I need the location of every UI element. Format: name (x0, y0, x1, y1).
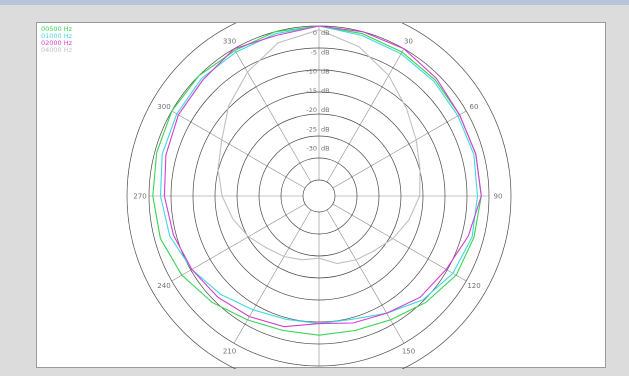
radial-tick-label: -5 (311, 48, 317, 56)
radial-tick-unit: dB (321, 125, 330, 133)
ring-2 (192, 69, 446, 323)
polar-grid (126, 23, 512, 369)
spoke-150 (326, 209, 405, 344)
spoke-120 (332, 203, 467, 282)
spoke-240 (171, 203, 306, 282)
legend-entry: 01000 Hz (41, 32, 73, 40)
radial-tick-unit: dB (321, 68, 330, 76)
window-title-strip (0, 0, 629, 5)
legend-entry: 04000 Hz (41, 46, 73, 54)
ring-3 (214, 91, 424, 301)
radial-tick-label: -20 (306, 106, 317, 114)
legend-entry: 02000 Hz (41, 39, 73, 47)
angle-label-150: 150 (402, 348, 415, 356)
angle-label-60: 60 (470, 103, 479, 111)
angle-label-270: 270 (133, 193, 146, 201)
radial-tick-unit: dB (321, 87, 330, 95)
ring-7 (302, 179, 336, 213)
ring-6 (280, 157, 358, 235)
ring-5 (258, 135, 380, 257)
spoke-330 (233, 48, 312, 183)
radial-tick-label: -10 (306, 68, 317, 76)
legend-entry: 00500 Hz (41, 25, 73, 33)
ring-4 (236, 113, 402, 279)
angle-label-210: 210 (223, 348, 236, 356)
radial-tick-unit: dB (321, 145, 330, 153)
radial-tick-unit: dB (321, 29, 330, 37)
angle-label-330: 330 (223, 37, 236, 45)
series-line-2 (163, 25, 482, 328)
spoke-300 (171, 110, 306, 189)
polar-chart-panel: 0 dB -5 dB -10 dB -15 dB -20 dB -25 dB -30 dB 30 60 90 12… (36, 22, 606, 369)
angle-label-30: 30 (404, 37, 413, 45)
radial-tick-label: -15 (306, 87, 317, 95)
angle-label-240: 240 (157, 282, 170, 290)
radial-tick-label: -25 (306, 125, 317, 133)
angle-label-300: 300 (157, 103, 170, 111)
ring-1 (170, 47, 468, 345)
radial-tick-label: 0 (313, 29, 317, 37)
radial-tick-unit: dB (321, 48, 330, 56)
radial-tick-unit: dB (321, 106, 330, 114)
spoke-60 (332, 110, 467, 189)
ring-8 (126, 23, 512, 369)
series-layer (152, 25, 482, 336)
angle-label-90: 90 (494, 193, 503, 201)
spoke-210 (233, 209, 312, 344)
spoke-30 (326, 48, 405, 183)
series-line-3 (217, 29, 421, 265)
angle-label-120: 120 (467, 282, 480, 290)
polar-chart: 0 dB -5 dB -10 dB -15 dB -20 dB -25 dB -30 dB 30 60 90 12… (126, 23, 512, 369)
radial-tick-label: -30 (306, 145, 317, 153)
label-layer: 0 dB -5 dB -10 dB -15 dB -20 dB -25 dB -30 dB 30 60 90 12… (133, 29, 502, 356)
